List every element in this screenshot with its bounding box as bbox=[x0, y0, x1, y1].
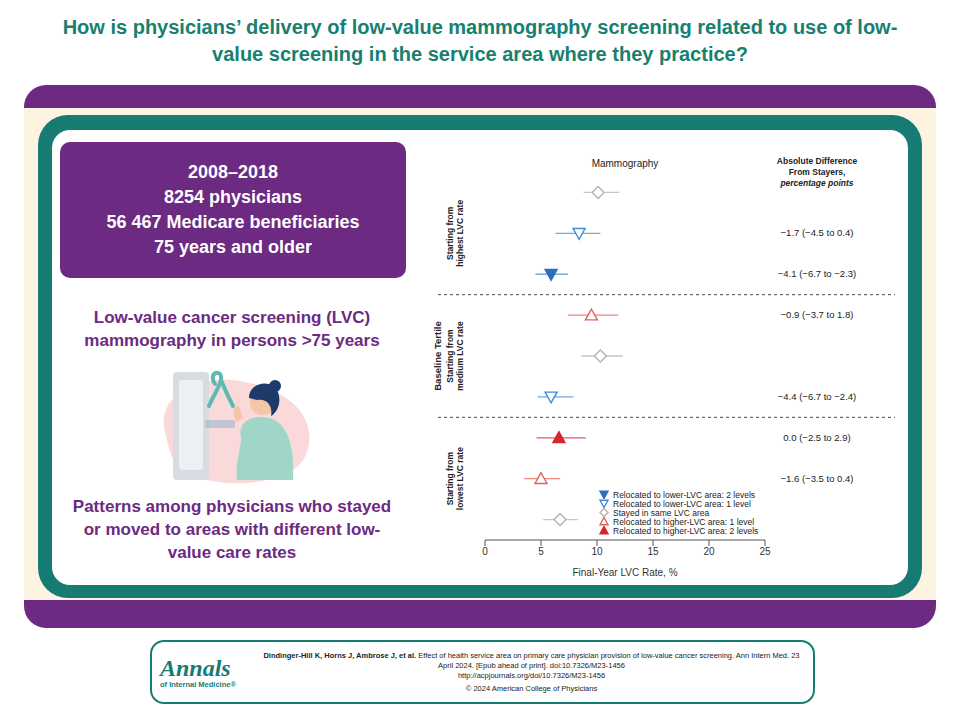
html-text:−1.6 (−3.5 to 0.4): −1.6 (−3.5 to 0.4) bbox=[780, 472, 854, 484]
html-text:How is physicians’ delivery of: How is physicians’ delivery of low-value… bbox=[62, 16, 898, 65]
html-text:−0.9 (−3.7 to 1.8): −0.9 (−3.7 to 1.8) bbox=[780, 309, 854, 321]
html-text:of Internal Medicine®: of Internal Medicine® bbox=[160, 679, 236, 689]
html-text:8254 physicians: 8254 physicians bbox=[164, 187, 302, 207]
html-text:Relocated to lower-LVC area: 2: Relocated to lower-LVC area: 2 levels bbox=[613, 489, 756, 500]
html-text:0.0 (−2.5 to 2.9): 0.0 (−2.5 to 2.9) bbox=[783, 431, 851, 443]
svg-text:Starting from: Starting from bbox=[445, 329, 455, 383]
svg-text:lowest LVC rate: lowest LVC rate bbox=[455, 447, 465, 510]
html-text:Relocated to lower-LVC area: 1: Relocated to lower-LVC area: 1 level bbox=[613, 498, 751, 509]
svg-text:5: 5 bbox=[538, 546, 544, 557]
html-text:−4.1 (−6.7 to −2.3): −4.1 (−6.7 to −2.3) bbox=[777, 268, 857, 280]
svg-text:0: 0 bbox=[482, 546, 488, 557]
html-text:From Stayers,: From Stayers, bbox=[788, 167, 846, 177]
svg-text:highest LVC rate: highest LVC rate bbox=[455, 200, 465, 267]
html-text:Annals: Annals bbox=[160, 654, 231, 681]
html-text:56 467 Medicare beneficiaries: 56 467 Medicare beneficiaries bbox=[106, 212, 360, 232]
html-text:http://acpjournals.org/doi/10.: http://acpjournals.org/doi/10.7326/M23-1… bbox=[457, 670, 606, 680]
svg-text:medium LVC rate: medium LVC rate bbox=[455, 321, 465, 391]
svg-text:Starting from: Starting from bbox=[445, 206, 455, 260]
html-text:Dindinger-Hill K, Horns J, Amb: Dindinger-Hill K, Horns J, Ambrose J, et… bbox=[263, 650, 800, 670]
svg-text:10: 10 bbox=[591, 546, 603, 557]
svg-text:20: 20 bbox=[703, 546, 715, 557]
svg-text:Final-Year LVC Rate, %: Final-Year LVC Rate, % bbox=[572, 567, 677, 578]
svg-text:Baseline Tertile: Baseline Tertile bbox=[432, 321, 443, 391]
html-text:Relocated to higher-LVC area:: Relocated to higher-LVC area: 1 level bbox=[613, 516, 755, 527]
svg-text:15: 15 bbox=[647, 546, 659, 557]
svg-text:Starting from: Starting from bbox=[445, 452, 455, 506]
html-text:© 2024 American College of Phy: © 2024 American College of Physicians bbox=[465, 683, 598, 693]
svg-text:25: 25 bbox=[759, 546, 771, 557]
html-text:Mammography: Mammography bbox=[591, 158, 659, 169]
html-text:2008–2018: 2008–2018 bbox=[187, 162, 278, 182]
html-text:−4.4 (−6.7 to −2.4): −4.4 (−6.7 to −2.4) bbox=[777, 390, 857, 402]
html-text:75 years and older: 75 years and older bbox=[154, 237, 312, 257]
html-text:Relocated to higher-LVC area:: Relocated to higher-LVC area: 2 levels bbox=[613, 525, 759, 536]
html-text:Absolute Difference: Absolute Difference bbox=[776, 156, 858, 166]
html-text:−1.7 (−4.5 to 0.4): −1.7 (−4.5 to 0.4) bbox=[780, 227, 854, 239]
html-text:percentage points: percentage points bbox=[780, 178, 854, 188]
html-text:Patterns among physicians who: Patterns among physicians who stayed or … bbox=[72, 497, 392, 562]
html-text:Stayed in same LVC area: Stayed in same LVC area bbox=[613, 507, 710, 518]
html-text:Low-value cancer screening (LV: Low-value cancer screening (LVC) mammogr… bbox=[84, 308, 380, 350]
